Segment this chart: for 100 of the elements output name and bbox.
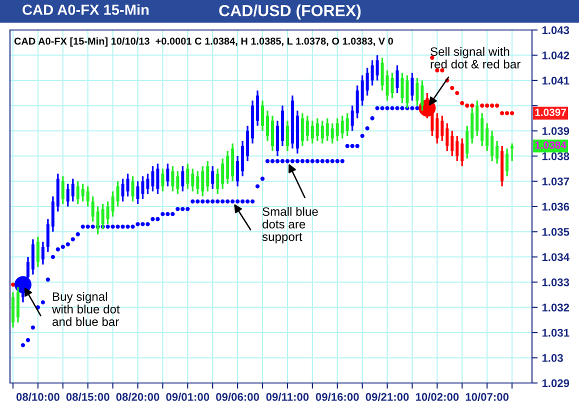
candlestick xyxy=(201,165,204,198)
candlestick xyxy=(91,196,94,222)
candlestick xyxy=(151,165,154,192)
candlestick xyxy=(61,175,64,205)
point xyxy=(450,86,454,90)
candlestick xyxy=(236,155,240,188)
y-tick-label: 1.038 xyxy=(542,152,570,160)
candlestick xyxy=(390,72,394,99)
x-tick-label: 09/16:00 xyxy=(316,392,359,401)
annotation: Sell signal with red dot & red bar xyxy=(430,47,520,68)
candlestick xyxy=(466,124,469,160)
point xyxy=(490,104,494,108)
candlestick xyxy=(76,180,80,205)
candlestick xyxy=(156,162,160,195)
y-tick-label: 1.043 xyxy=(542,26,570,34)
y-tick-label: 1.03 xyxy=(542,354,563,362)
y-tick-label: 1.032 xyxy=(542,304,570,312)
candlestick xyxy=(410,72,414,102)
candlestick xyxy=(386,70,389,102)
candlestick xyxy=(86,185,90,208)
candlestick xyxy=(121,178,124,202)
candlestick xyxy=(66,182,70,208)
candlestick xyxy=(376,54,379,82)
point xyxy=(470,104,474,108)
candlestick xyxy=(261,100,264,132)
y-tick-label: 1.034 xyxy=(542,253,570,262)
candlestick xyxy=(146,172,150,195)
candlestick xyxy=(186,162,190,190)
y-tick-label: 1.042 xyxy=(542,51,570,60)
candlestick xyxy=(340,114,344,140)
candlestick xyxy=(316,117,319,142)
x-tick-label: 10/07:00 xyxy=(466,392,509,401)
candlestick xyxy=(191,168,194,192)
candlestick xyxy=(490,130,494,162)
x-tick-label: 08/10:00 xyxy=(16,392,60,401)
candlestick xyxy=(36,236,40,268)
candlestick xyxy=(480,112,484,147)
candlestick xyxy=(221,158,224,190)
point xyxy=(510,111,514,116)
y-tick-label: 1.035 xyxy=(542,228,570,236)
point xyxy=(500,111,504,116)
candlestick xyxy=(360,74,364,106)
point xyxy=(494,104,500,108)
candlestick xyxy=(310,120,314,144)
point xyxy=(480,104,484,108)
text: CAD A0-FX [15-Min] 10/10/13 +0.0001 C 1.0384, H 1.0385, L 1.0378, O 1.0383, V 0 xyxy=(14,37,393,47)
candlestick xyxy=(450,130,454,157)
candlestick xyxy=(330,122,334,144)
candlestick xyxy=(161,168,164,192)
candlestick xyxy=(306,114,309,142)
candlestick xyxy=(71,178,74,202)
y-tick-label: 1.037 xyxy=(542,178,570,186)
candlestick xyxy=(206,160,210,192)
candlestick xyxy=(346,112,349,137)
candlestick xyxy=(171,165,174,192)
candlestick xyxy=(420,80,424,112)
candlestick xyxy=(436,112,439,144)
candlestick xyxy=(336,117,339,142)
candlestick xyxy=(416,77,419,106)
candlestick xyxy=(366,66,369,96)
x-tick-label: 08/15:00 xyxy=(66,392,110,401)
candlestick xyxy=(506,148,509,178)
candlestick xyxy=(216,168,220,195)
point xyxy=(460,101,464,106)
candlestick xyxy=(326,117,329,142)
candlestick xyxy=(46,218,50,253)
candlestick xyxy=(166,162,170,188)
candlestick xyxy=(486,122,489,152)
candlestick xyxy=(266,110,270,142)
y-tick-label: 1.036 xyxy=(542,202,570,211)
y-tick-label: 1.031 xyxy=(542,328,570,337)
candlestick xyxy=(446,122,449,152)
chart-title: CAD/USD (FOREX) xyxy=(219,4,361,20)
candlestick xyxy=(456,135,459,162)
candlestick xyxy=(370,59,374,86)
x-tick-label: 08/20:00 xyxy=(116,392,160,401)
candlestick xyxy=(81,182,84,202)
text: 1.0384 xyxy=(535,141,566,149)
candlestick xyxy=(510,142,514,162)
candlestick xyxy=(356,84,359,120)
point xyxy=(10,282,16,287)
x-tick-label: 10/02:00 xyxy=(416,392,459,401)
x-tick-label: 09/06:00 xyxy=(216,392,260,401)
candlestick xyxy=(126,172,130,198)
candlestick xyxy=(226,150,230,185)
candlestick xyxy=(111,190,114,218)
candlestick xyxy=(286,120,289,152)
candlestick xyxy=(196,170,200,195)
y-tick-label: 1.039 xyxy=(542,127,570,136)
candlestick xyxy=(131,175,134,202)
annotation: Buy signal with blue dot and blue bar xyxy=(52,292,120,326)
candlestick xyxy=(406,74,409,109)
y-tick-label: 1.041 xyxy=(542,76,570,85)
x-tick-label: 09/01:00 xyxy=(166,392,210,401)
candlestick xyxy=(41,240,44,266)
candlestick xyxy=(460,138,464,167)
point xyxy=(485,104,490,108)
y-tick-label: 1.033 xyxy=(542,278,570,286)
candlestick xyxy=(300,112,304,147)
candlestick xyxy=(440,114,444,142)
